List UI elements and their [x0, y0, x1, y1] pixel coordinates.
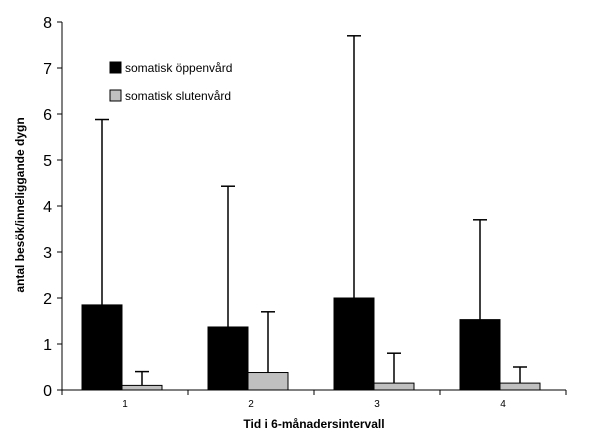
y-tick-label-5: 5: [43, 153, 52, 170]
x-tick-label-1: 1: [122, 399, 128, 410]
x-tick-label-2: 2: [248, 399, 254, 410]
y-tick-label-4: 4: [43, 199, 52, 216]
y-tick-label-8: 8: [43, 15, 52, 32]
legend-swatch-1: [110, 62, 121, 73]
bar-s1-1: [82, 305, 122, 390]
legend-label-1: somatisk öppenvård: [125, 61, 232, 75]
bar-s2-3: [374, 383, 414, 390]
y-tick-label-0: 0: [43, 383, 52, 400]
y-tick-label-1: 1: [43, 337, 52, 354]
y-axis-title: antal besök/inneliggande dygn: [13, 117, 27, 292]
legend-label-2: somatisk slutenvård: [125, 89, 231, 103]
bar-s2-2: [248, 373, 288, 390]
bar-s2-1: [122, 385, 162, 390]
bar-s2-4: [500, 383, 540, 390]
x-axis-title: Tid i 6-månadersintervall: [243, 417, 384, 431]
y-tick-label-6: 6: [43, 107, 52, 124]
bar-s1-4: [460, 320, 500, 390]
bar-s1-3: [334, 298, 374, 390]
y-tick-label-7: 7: [43, 61, 52, 78]
legend: somatisk öppenvård somatisk slutenvård: [110, 61, 232, 103]
x-tick-label-4: 4: [500, 399, 506, 410]
y-tick-label-3: 3: [43, 245, 52, 262]
bar-s1-2: [208, 327, 248, 390]
y-tick-label-2: 2: [43, 291, 52, 308]
x-tick-label-3: 3: [374, 399, 380, 410]
legend-swatch-2: [110, 90, 121, 101]
